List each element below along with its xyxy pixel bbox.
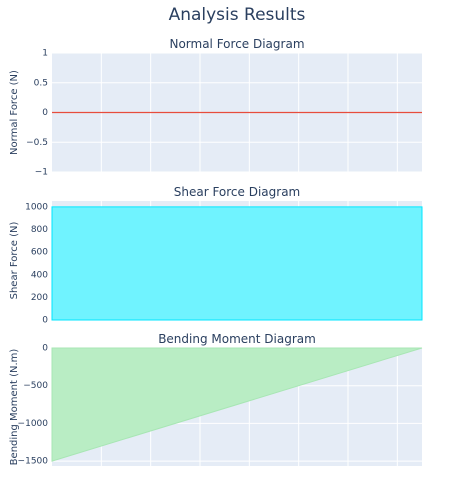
y-tick-label: 400 [31, 270, 48, 280]
subplot-title: Normal Force Diagram [169, 37, 304, 51]
y-axis-title: Shear Force (N) [9, 222, 20, 300]
y-tick-label: −500 [23, 381, 48, 391]
y-tick-label: 0 [42, 108, 48, 118]
y-tick-label: 600 [31, 248, 48, 258]
y-axis-title: Bending Moment (N.m) [9, 349, 20, 466]
area [51, 206, 423, 321]
y-tick-label: −1 [35, 168, 48, 178]
y-tick-label: 800 [31, 225, 48, 235]
area [51, 347, 423, 462]
figure-title: Analysis Results [169, 5, 306, 25]
y-tick-label: 0 [42, 316, 48, 326]
y-tick-label: 1000 [25, 202, 48, 212]
y-tick-label: −1500 [18, 457, 49, 467]
subplot-title: Bending Moment Diagram [158, 332, 316, 346]
y-tick-label: −1000 [18, 419, 49, 429]
y-tick-label: 1 [42, 49, 48, 59]
y-tick-label: 0.5 [34, 78, 48, 88]
y-tick-label: −0.5 [26, 138, 48, 148]
y-tick-label: 0 [42, 344, 48, 354]
y-tick-label: 200 [31, 293, 48, 303]
y-axis-title: Normal Force (N) [9, 70, 20, 155]
subplot-title: Shear Force Diagram [174, 185, 301, 199]
